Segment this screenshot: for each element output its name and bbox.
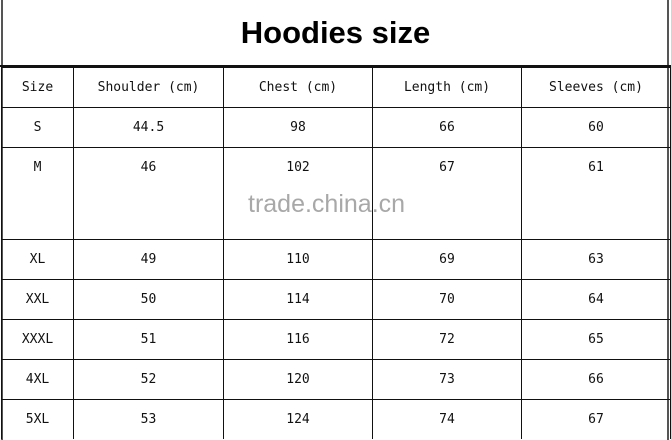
table-row: M 46 102 67 61 <box>1 147 671 240</box>
cell-chest: 124 <box>223 399 373 439</box>
header-length: Length (cm) <box>372 67 522 108</box>
table-row: 4XL 52 120 73 66 <box>1 359 671 400</box>
page-title: Hoodies size <box>0 0 671 67</box>
cell-sleeves: 61 <box>521 147 671 240</box>
table-row: XXXL 51 116 72 65 <box>1 319 671 360</box>
cell-shoulder: 46 <box>73 147 224 240</box>
cell-chest: 120 <box>223 359 373 400</box>
cell-length: 66 <box>372 107 522 148</box>
table-row: S 44.5 98 66 60 <box>1 107 671 148</box>
table-row: XXL 50 114 70 64 <box>1 279 671 320</box>
cell-length: 73 <box>372 359 522 400</box>
cell-chest: 98 <box>223 107 373 148</box>
cell-size: XL <box>1 239 74 280</box>
header-shoulder: Shoulder (cm) <box>73 67 224 108</box>
header-chest: Chest (cm) <box>223 67 373 108</box>
cell-size: XXL <box>1 279 74 320</box>
cell-shoulder: 50 <box>73 279 224 320</box>
cell-size: 4XL <box>1 359 74 400</box>
cell-size: 5XL <box>1 399 74 439</box>
cell-length: 74 <box>372 399 522 439</box>
cell-sleeves: 65 <box>521 319 671 360</box>
cell-length: 69 <box>372 239 522 280</box>
cell-length: 67 <box>372 147 522 240</box>
cell-chest: 102 <box>223 147 373 240</box>
cell-size: XXXL <box>1 319 74 360</box>
cell-chest: 116 <box>223 319 373 360</box>
cell-sleeves: 66 <box>521 359 671 400</box>
header-size: Size <box>1 67 74 108</box>
header-row: Size Shoulder (cm) Chest (cm) Length (cm… <box>1 67 671 108</box>
cell-sleeves: 64 <box>521 279 671 320</box>
cell-length: 72 <box>372 319 522 360</box>
cell-sleeves: 60 <box>521 107 671 148</box>
cell-shoulder: 53 <box>73 399 224 439</box>
cell-size: S <box>1 107 74 148</box>
table-row: 5XL 53 124 74 67 <box>1 399 671 439</box>
cell-chest: 110 <box>223 239 373 280</box>
size-table: Size Shoulder (cm) Chest (cm) Length (cm… <box>1 67 671 439</box>
cell-shoulder: 49 <box>73 239 224 280</box>
cell-sleeves: 63 <box>521 239 671 280</box>
cell-size: M <box>1 147 74 240</box>
cell-shoulder: 51 <box>73 319 224 360</box>
cell-sleeves: 67 <box>521 399 671 439</box>
header-sleeves: Sleeves (cm) <box>521 67 671 108</box>
cell-shoulder: 52 <box>73 359 224 400</box>
table-row: XL 49 110 69 63 <box>1 239 671 280</box>
cell-length: 70 <box>372 279 522 320</box>
cell-chest: 114 <box>223 279 373 320</box>
cell-shoulder: 44.5 <box>73 107 224 148</box>
